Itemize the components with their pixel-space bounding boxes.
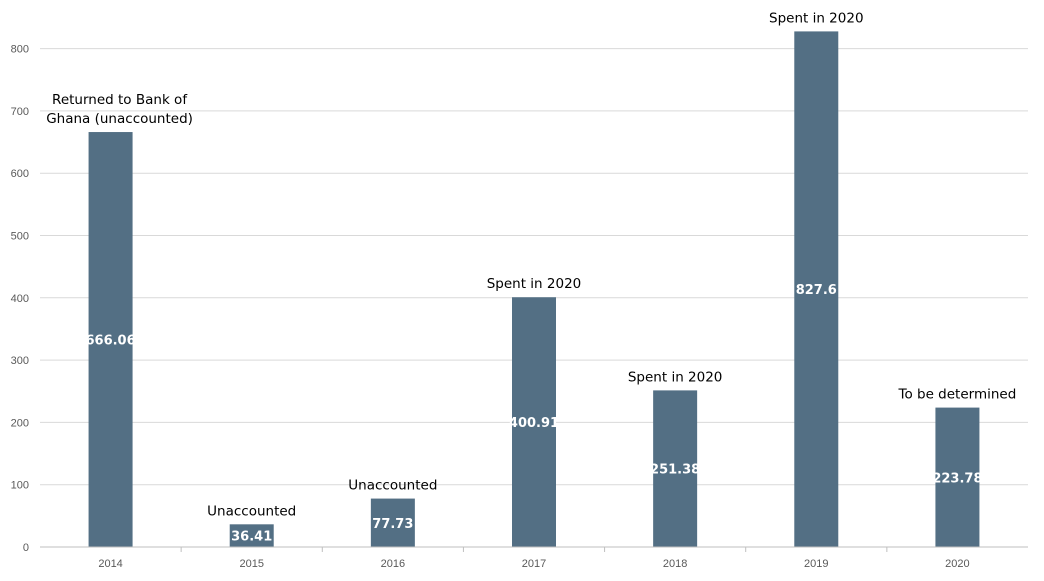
y-tick-label: 400: [11, 293, 29, 305]
bar: [512, 297, 556, 547]
y-tick-label: 800: [11, 44, 29, 56]
y-tick-label: 700: [11, 106, 29, 118]
data-label: 666.06: [85, 334, 135, 349]
x-tick-label: 2016: [381, 558, 405, 570]
y-tick-label: 200: [11, 417, 29, 429]
y-tick-label: 300: [11, 355, 29, 367]
bar: [653, 390, 698, 547]
data-label: 251.38: [650, 463, 700, 478]
bar: [794, 31, 839, 547]
bar: [88, 132, 133, 547]
x-tick-label: 2014: [98, 558, 122, 570]
data-label: 400.91: [509, 416, 559, 431]
x-tick-label: 2018: [663, 558, 687, 570]
x-tick-label: 2015: [239, 558, 263, 570]
bar-annotation: To be determined: [898, 387, 1017, 403]
y-tick-label: 500: [11, 231, 29, 243]
bar-annotation: Spent in 2020: [769, 10, 864, 26]
bar-annotation: Spent in 2020: [628, 369, 723, 385]
data-label: 827.6: [796, 283, 837, 298]
x-tick-label: 2020: [945, 558, 969, 570]
y-tick-label: 100: [11, 480, 29, 492]
data-label: 77.73: [372, 517, 413, 532]
bar-annotation: Unaccounted: [348, 478, 437, 494]
x-axis: [40, 546, 1028, 552]
bar: [370, 498, 415, 547]
bar: [935, 407, 980, 547]
y-tick-label: 600: [11, 168, 29, 180]
bar-annotation: Spent in 2020: [487, 276, 582, 292]
x-tick-label: 2017: [522, 558, 546, 570]
y-tick-label: 0: [23, 542, 29, 554]
bars: [88, 31, 980, 547]
bar-annotations: Returned to Bank of Ghana (unaccounted) Un…: [46, 10, 1016, 519]
bar-annotation: Unaccounted: [207, 503, 296, 519]
data-labels: 666.06 36.41 77.73 400.91 251.38 827.6 223.78: [85, 283, 982, 544]
data-label: 223.78: [932, 471, 982, 486]
bar-annotation: Returned to Bank of: [52, 92, 188, 108]
bar-annotation: Ghana (unaccounted): [46, 111, 193, 127]
data-label: 36.41: [231, 530, 272, 545]
bar: [229, 524, 274, 547]
x-tick-label: 2019: [804, 558, 828, 570]
x-axis-tick-labels: 2014 2015 2016 2017 2018 2019 2020: [98, 558, 969, 570]
y-axis-tick-labels: 0 100 200 300 400 500 600 700 800: [11, 44, 29, 554]
